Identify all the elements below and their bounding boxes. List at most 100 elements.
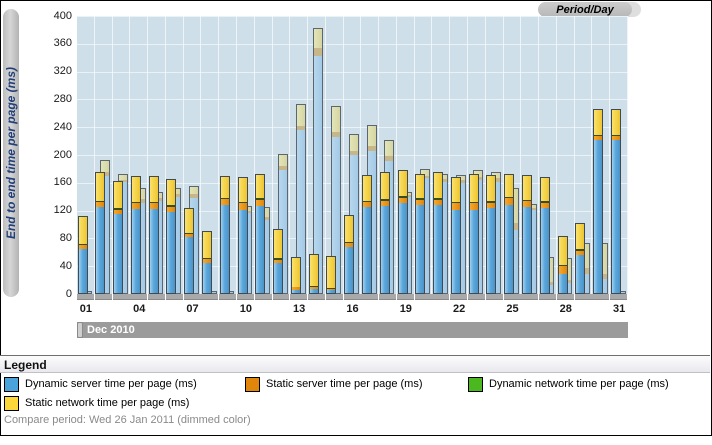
bar-day-17[interactable] [361,174,372,294]
bar-segment-blue [256,206,265,293]
x-tick-label: 19 [399,303,412,315]
bar-segment-yellow [78,216,87,244]
bar-segment-green [558,264,567,266]
bar-segment-dbeige [189,187,198,195]
period-day-pill[interactable]: Period/Day [538,2,632,17]
x-tick-label: 31 [612,303,626,315]
bar-base [343,294,361,300]
bar-base [468,294,485,300]
bar-base [94,294,112,300]
bar-base [148,294,166,300]
bar-day-08[interactable] [202,230,213,294]
bar-segment-orange [505,198,514,206]
bar-segment-blue [291,289,300,293]
bar-day-12[interactable] [273,229,284,294]
bar-segment-yellow [362,175,371,201]
x-tick-label: 16 [346,303,359,315]
gridline-v [591,16,593,294]
bar-segment-orange [114,209,123,215]
bar-segment-orange [238,203,247,210]
bar-segment-blue [220,204,229,293]
bar-segment-yellow [505,174,514,198]
bar-segment-yellow [576,224,585,250]
bar-segment-yellow [274,230,283,259]
bar-day-15[interactable] [326,255,337,294]
bar-segment-dtan [349,150,358,155]
bar-day-14[interactable] [308,254,319,294]
bar-segment-dbeige [385,140,394,157]
bar-day-18[interactable] [379,172,390,294]
legend-item: Dynamic server time per page (ms) [4,376,197,392]
x-tick-label: 01 [79,303,92,315]
bar-day-19[interactable] [397,170,408,294]
bar-day-11[interactable] [255,173,266,294]
bar-day-29[interactable] [575,223,586,294]
gridline-v [164,16,166,294]
gridline-v [324,16,326,294]
bar-segment-dbeige [474,170,483,177]
bar-day-01[interactable] [77,215,88,294]
bar-day-28[interactable] [557,236,568,294]
bar-segment-blue [558,274,567,293]
gridline-v [342,16,344,294]
bar-day-26[interactable] [521,174,532,294]
bar-base [450,294,468,300]
gridline-v [111,16,113,294]
gridline-v [182,16,184,294]
bar-day-16[interactable] [344,214,355,294]
bar-segment-orange [256,199,265,207]
bar-segment-dblue [314,56,323,293]
bar-day-31[interactable] [610,109,621,294]
bar-segment-orange [469,203,478,210]
bar-day-03[interactable] [113,180,124,294]
plot-area[interactable] [77,16,628,300]
scrollbar-grip-icon[interactable] [77,322,83,338]
bar-segment-blue [78,249,87,293]
bar-day-27[interactable] [539,176,550,294]
bar-base [325,294,343,300]
bar-day-10[interactable] [237,176,248,294]
gridline-h [77,127,628,129]
bar-segment-orange [522,201,531,208]
bar-day-23[interactable] [468,173,479,294]
bar-base [112,294,130,300]
gridline-v [360,16,362,294]
bar-day-20[interactable] [415,173,426,294]
bar-day-02[interactable] [95,171,106,294]
bar-day-21[interactable] [433,172,444,294]
legend-item-label: Static server time per page (ms) [266,378,423,390]
bar-segment-orange [203,258,212,264]
bar-segment-dtan [296,125,305,131]
legend-item: Static network time per page (ms) [4,395,189,411]
bar-segment-green [327,287,336,289]
bar-day-13[interactable] [290,257,301,294]
bar-base [290,294,308,300]
bar-segment-green [114,208,123,210]
bar-segment-yellow [96,172,105,201]
bar-day-25[interactable] [504,173,515,294]
gridline-v [93,16,95,294]
bar-day-22[interactable] [450,176,461,294]
bar-day-07[interactable] [184,207,195,294]
bar-segment-blue [416,205,425,293]
period-scrollbar[interactable]: Dec 2010 [77,322,628,338]
bar-day-09[interactable] [219,175,230,294]
bar-segment-green [451,201,460,204]
bar-segment-orange [434,199,443,206]
bar-segment-orange [576,250,585,256]
bar-day-06[interactable] [166,178,177,294]
bar-day-24[interactable] [486,174,497,294]
bar-segment-orange [78,245,87,250]
y-tick-label: 280 [53,92,72,105]
legend-item: Static server time per page (ms) [245,376,423,392]
bar-segment-orange [167,206,176,212]
bar-segment-orange [594,135,603,141]
legend-header: Legend [0,356,710,373]
bar-segment-green [291,286,300,288]
bar-segment-green [78,243,87,246]
bar-day-30[interactable] [593,109,604,294]
gridline-v [147,16,149,294]
bar-day-05[interactable] [148,175,159,294]
bar-day-04[interactable] [130,175,141,294]
bar-segment-blue [131,208,140,293]
